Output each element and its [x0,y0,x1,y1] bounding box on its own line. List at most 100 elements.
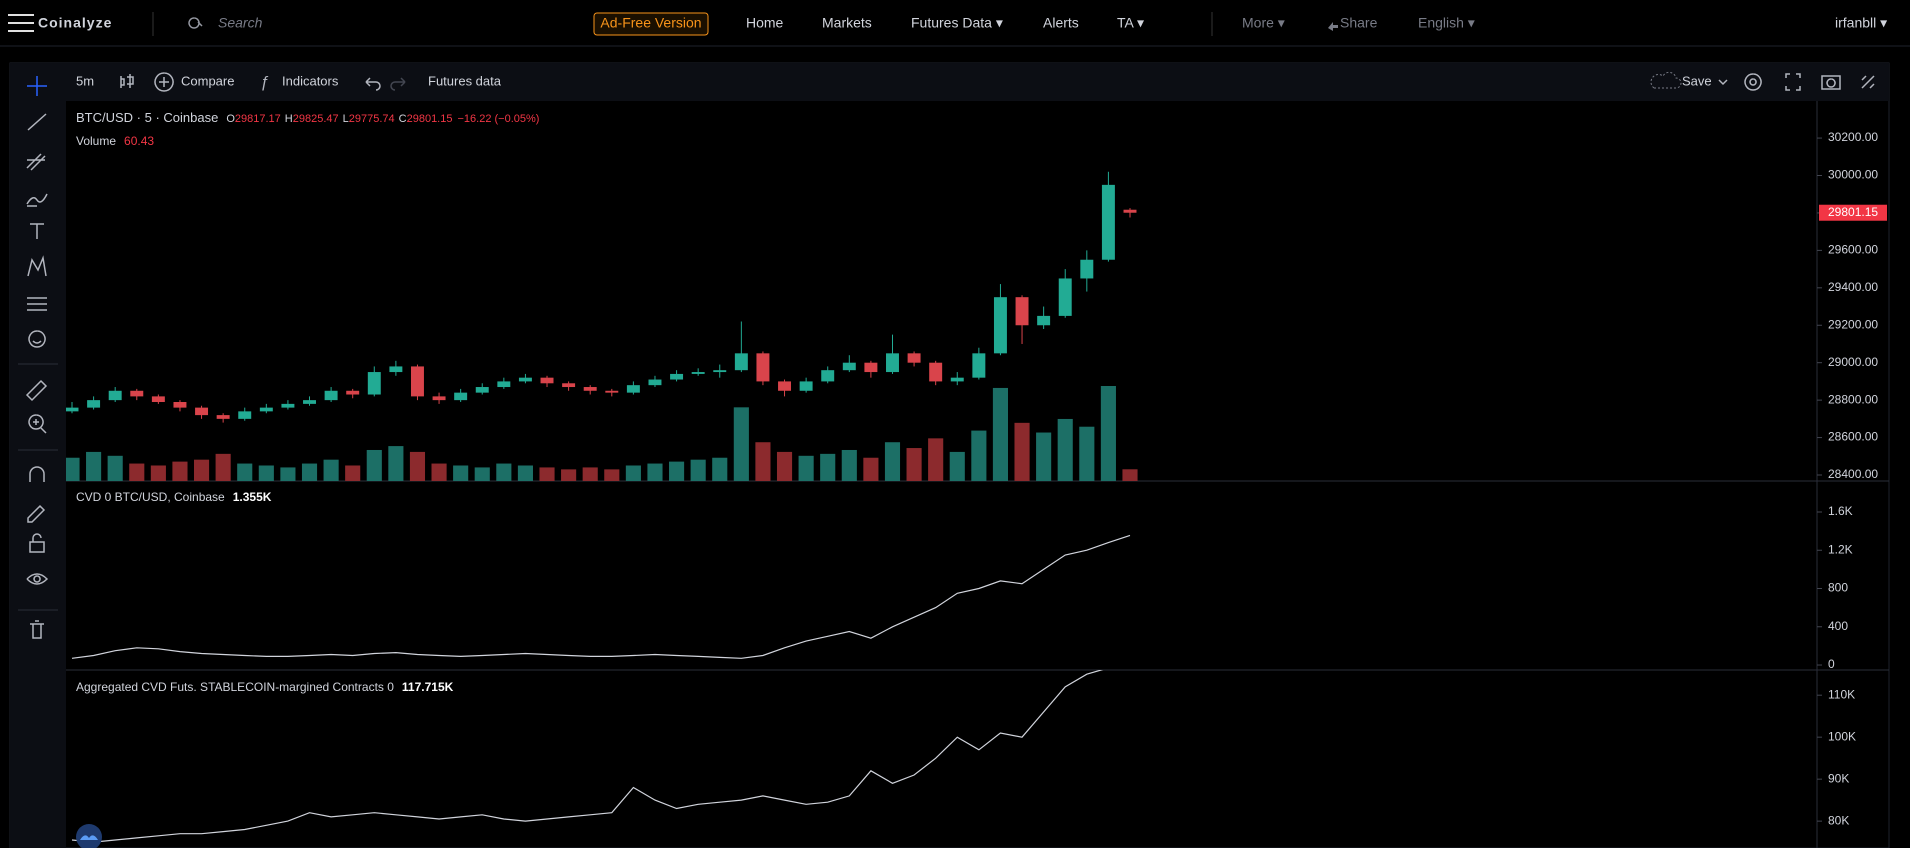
candle-body [1058,278,1072,316]
nav-link[interactable]: Alerts [1043,15,1079,31]
publish-icon[interactable] [1861,75,1875,89]
change-value: −16.22 (−0.05%) [457,113,539,125]
volume-bar [712,457,728,481]
nav-link[interactable]: Markets [822,15,872,31]
logo-badge[interactable] [76,824,102,848]
magnet-tool[interactable] [29,466,45,482]
candle-body [605,390,619,393]
volume-bar [1014,422,1030,481]
nav-link[interactable]: TA ▾ [1117,15,1144,31]
volume-bar [431,463,447,481]
text-tool[interactable] [30,223,44,239]
candle-body [216,415,230,419]
volume-bar [215,453,231,481]
y-tick-label: 30200.00 [1828,130,1878,144]
last-price-box [1819,204,1887,221]
chart-frame [9,62,1890,848]
prediction-tool[interactable] [27,297,47,311]
undo-icon[interactable] [365,77,381,91]
candle-body [756,353,770,382]
compare-button[interactable]: Compare [181,73,234,88]
volume-bar [258,465,274,481]
y-tick-label: 800 [1828,581,1848,595]
nav-link[interactable]: Futures Data ▾ [911,15,1003,31]
trend-line-tool[interactable] [27,113,47,131]
nav-link[interactable]: Home [746,15,784,31]
logo-badge-icon [80,835,98,840]
volume-bar [928,438,944,481]
candle-body [1015,297,1029,326]
cloud-icon[interactable] [1650,71,1682,89]
candle-body [929,362,943,382]
candle-body [842,362,856,371]
share-link[interactable]: Share [1340,15,1378,31]
save-menu-arrow[interactable] [1718,79,1728,86]
candle-body [583,387,597,391]
interval-button[interactable]: 5m [76,73,94,88]
lock-tool[interactable] [29,533,45,553]
delete-tool[interactable] [30,620,44,639]
user-menu[interactable]: irfanbll ▾ [1835,15,1887,31]
volume-bar [798,455,814,481]
y-tick-label: 1.2K [1828,542,1853,556]
save-button[interactable]: Save [1682,73,1712,88]
left-toolbar [10,63,66,848]
candle-body [1101,184,1115,260]
stay-drawing-tool[interactable] [27,504,46,523]
candle-body [66,407,79,412]
y-tick-label: 28600.00 [1828,430,1878,444]
candle-body [713,370,727,373]
candle-body [108,390,122,401]
futures-data-button[interactable]: Futures data [428,73,502,88]
more-menu[interactable]: More ▾ [1242,15,1285,31]
volume-bar [690,459,706,481]
chart-type-icon[interactable] [120,74,134,88]
logo[interactable]: Coinalyze [38,15,112,31]
y-tick-label: 110K [1828,687,1855,701]
volume-bar [1036,432,1052,481]
volume-legend: Volume 60.43 [76,134,154,148]
zoom-tool[interactable] [28,414,47,434]
volume-bar [453,465,469,481]
icon-tool[interactable] [28,330,46,348]
screenshot-icon[interactable] [1821,75,1841,90]
share-icon[interactable] [1328,22,1338,31]
y-tick-label: 29200.00 [1828,317,1878,331]
candle-body [497,381,511,388]
candle-body [281,403,295,408]
volume-bar [647,463,663,481]
volume-bar [66,457,80,481]
indicators-button[interactable]: Indicators [282,73,339,88]
pattern-tool[interactable] [27,255,47,277]
settings-icon[interactable] [1744,73,1762,91]
last-price-label: 29801.15 [1828,205,1878,219]
compare-icon[interactable] [154,72,174,92]
volume-bar [1057,418,1073,481]
close-value: 29801.15 [407,113,453,125]
volume-bar [496,463,512,481]
top-toolbar [10,63,1889,101]
y-tick-label: 29400.00 [1828,280,1878,294]
y-tick-label: 0 [1828,657,1835,671]
fib-tool[interactable] [26,153,46,171]
redo-icon[interactable] [390,77,406,91]
volume-bar [172,461,188,481]
candle-body [670,373,684,380]
menu-icon[interactable] [8,14,34,32]
fullscreen-icon[interactable] [1785,73,1801,91]
ad-free-label[interactable]: Ad-Free Version [600,15,701,31]
search-input[interactable]: Search [218,15,263,31]
brush-tool[interactable] [26,193,48,207]
hide-tool[interactable] [26,573,49,585]
close-label: C [399,113,407,125]
ruler-tool[interactable] [25,379,48,402]
candle-body [691,372,705,374]
crosshair-tool[interactable] [27,76,47,96]
search-icon[interactable] [188,17,203,29]
volume-bar [539,467,555,481]
language-menu[interactable]: English ▾ [1418,15,1475,31]
ad-free-button[interactable] [593,12,709,36]
indicators-icon[interactable]: ƒ [260,74,269,91]
candle-body [151,396,165,403]
